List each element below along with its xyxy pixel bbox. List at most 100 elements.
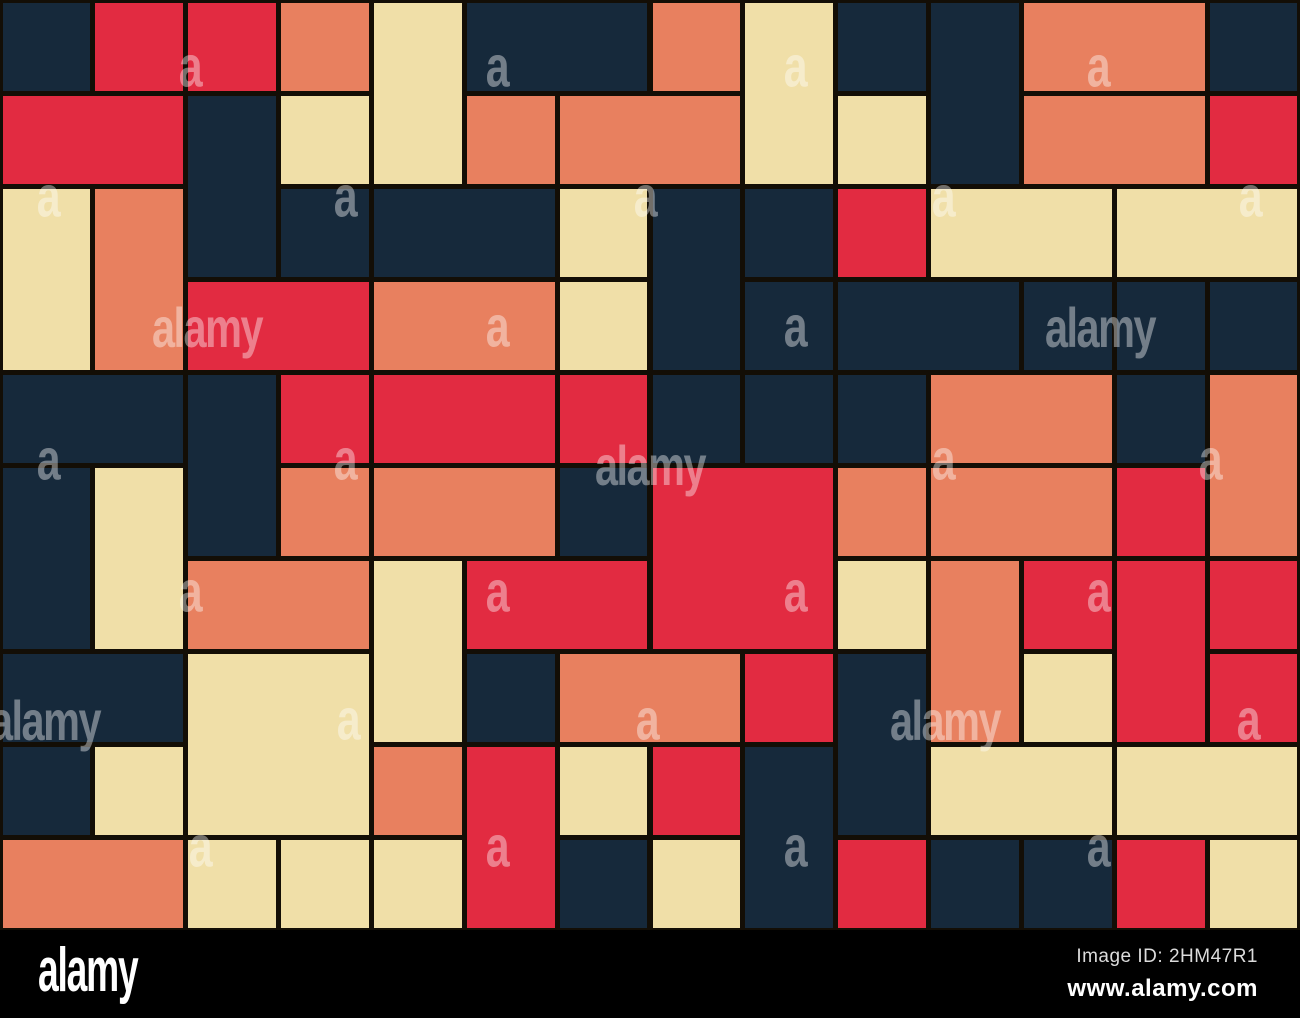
mosaic-tile-cream: [281, 95, 369, 184]
mosaic-tile-navy: [2, 746, 91, 835]
mosaic-tile-salmon: [95, 188, 184, 370]
mosaic-tile-cream: [188, 653, 369, 835]
mosaic-tile-salmon: [466, 95, 555, 184]
mosaic-tile-navy: [1023, 839, 1112, 928]
mosaic-tile-red: [1023, 560, 1112, 649]
mosaic-tile-navy: [838, 374, 927, 463]
mosaic-tile-navy: [838, 281, 1019, 370]
mosaic-tile-navy: [1209, 2, 1298, 91]
mosaic-tile-navy: [188, 95, 277, 277]
mosaic-tile-cream: [1023, 653, 1112, 742]
mosaic-tile-cream: [1116, 188, 1298, 277]
mosaic-tile-navy: [559, 467, 648, 556]
mosaic-tile-red: [281, 374, 369, 463]
mosaic-tile-red: [838, 839, 927, 928]
mosaic-tile-navy: [652, 374, 741, 463]
mosaic-tile-cream: [373, 2, 462, 184]
mosaic-tile-navy: [373, 188, 555, 277]
mosaic-tile-red: [1209, 653, 1298, 742]
mosaic-tile-salmon: [652, 2, 741, 91]
alamy-logo: alamy: [38, 936, 139, 1005]
mosaic-tile-salmon: [931, 467, 1112, 556]
mosaic-tile-navy: [652, 188, 741, 370]
mosaic-tile-navy: [745, 188, 834, 277]
mondrian-mosaic-pattern: [0, 0, 1300, 930]
mosaic-tile-red: [188, 2, 277, 91]
mosaic-tile-cream: [188, 839, 277, 928]
mosaic-tile-salmon: [838, 467, 927, 556]
alamy-url-text: www.alamy.com: [1067, 974, 1258, 1002]
mosaic-tile-navy: [2, 467, 91, 649]
mosaic-tile-red: [466, 560, 648, 649]
mosaic-tile-salmon: [373, 281, 555, 370]
mosaic-tile-cream: [838, 560, 927, 649]
mosaic-tile-cream: [559, 746, 648, 835]
mosaic-tile-red: [2, 95, 184, 184]
mosaic-tile-cream: [281, 839, 369, 928]
mosaic-tile-navy: [838, 653, 927, 835]
mosaic-tile-cream: [2, 188, 91, 370]
mosaic-tile-red: [1209, 95, 1298, 184]
mosaic-tile-navy: [2, 374, 184, 463]
mosaic-tile-navy: [931, 839, 1019, 928]
mosaic-tile-navy: [1023, 281, 1112, 370]
mosaic-tile-navy: [2, 2, 91, 91]
mosaic-tile-red: [95, 2, 184, 91]
mosaic-tile-red: [1116, 560, 1205, 742]
mosaic-tile-navy: [1116, 281, 1205, 370]
mosaic-tile-salmon: [931, 374, 1112, 463]
mosaic-tile-navy: [745, 746, 834, 928]
mosaic-tile-navy: [1116, 374, 1205, 463]
mosaic-tile-red: [1209, 560, 1298, 649]
mosaic-tile-cream: [559, 188, 648, 277]
mosaic-tile-cream: [931, 746, 1112, 835]
mosaic-tile-cream: [1209, 839, 1298, 928]
mosaic-tile-navy: [745, 281, 834, 370]
mosaic-tile-red: [652, 746, 741, 835]
mosaic-tile-salmon: [559, 95, 741, 184]
mosaic-tile-navy: [188, 374, 277, 556]
mosaic-tile-navy: [931, 2, 1019, 184]
mosaic-tile-salmon: [188, 560, 369, 649]
mosaic-tile-cream: [652, 839, 741, 928]
mosaic-tile-cream: [95, 746, 184, 835]
mosaic-tile-salmon: [281, 467, 369, 556]
mosaic-tile-cream: [838, 95, 927, 184]
mosaic-tile-navy: [281, 188, 369, 277]
mosaic-tile-red: [1116, 839, 1205, 928]
mosaic-tile-salmon: [2, 839, 184, 928]
alamy-footer-bar: alamy Image ID: 2HM47R1 www.alamy.com: [0, 930, 1300, 1018]
mosaic-tile-salmon: [281, 2, 369, 91]
mosaic-tile-red: [745, 653, 834, 742]
mosaic-tile-red: [838, 188, 927, 277]
mosaic-tile-salmon: [373, 467, 555, 556]
mosaic-tile-navy: [838, 2, 927, 91]
mosaic-tile-salmon: [1023, 95, 1205, 184]
mosaic-tile-red: [652, 467, 834, 649]
mosaic-tile-cream: [931, 188, 1112, 277]
mosaic-tile-red: [373, 374, 555, 463]
mosaic-tile-salmon: [1209, 374, 1298, 556]
mosaic-tile-cream: [95, 467, 184, 649]
mosaic-tile-navy: [466, 2, 648, 91]
mosaic-tile-navy: [745, 374, 834, 463]
mosaic-tile-salmon: [373, 746, 462, 835]
mosaic-tile-navy: [559, 839, 648, 928]
footer-meta: Image ID: 2HM47R1 www.alamy.com: [1067, 946, 1258, 1003]
mosaic-tile-navy: [1209, 281, 1298, 370]
image-id-text: Image ID: 2HM47R1: [1076, 945, 1258, 967]
mosaic-tile-cream: [559, 281, 648, 370]
mosaic-tile-cream: [745, 2, 834, 184]
mosaic-tile-red: [188, 281, 369, 370]
mosaic-tile-cream: [1116, 746, 1298, 835]
mosaic-tile-salmon: [931, 560, 1019, 742]
mosaic-tile-navy: [2, 653, 184, 742]
mosaic-tile-salmon: [1023, 2, 1205, 91]
mosaic-tile-cream: [373, 560, 462, 742]
mosaic-tile-navy: [466, 653, 555, 742]
mosaic-tile-salmon: [559, 653, 741, 742]
mosaic-tile-red: [466, 746, 555, 928]
mosaic-tile-red: [559, 374, 648, 463]
mosaic-tile-cream: [373, 839, 462, 928]
